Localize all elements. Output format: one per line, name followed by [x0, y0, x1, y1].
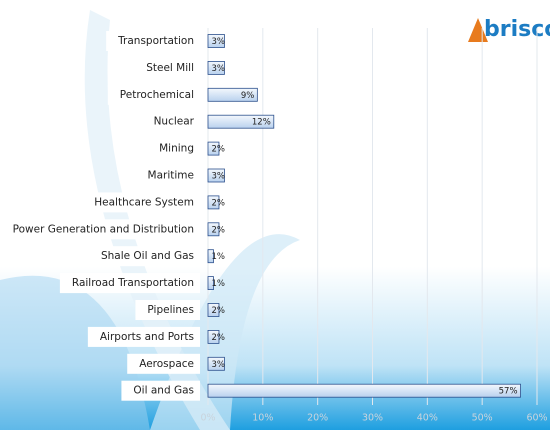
data-label: 2%: [212, 225, 226, 235]
data-label: 1%: [212, 279, 226, 289]
logo: brisco: [484, 17, 550, 42]
data-label: 3%: [212, 64, 226, 74]
data-label: 57%: [499, 387, 518, 397]
y-tick-label: Transportation: [117, 35, 194, 47]
y-tick-label: Healthcare System: [94, 196, 194, 208]
y-tick-label: Airports and Ports: [100, 331, 194, 343]
y-tick-label: Power Generation and Distribution: [13, 223, 194, 235]
x-tick-label: 30%: [362, 413, 383, 424]
y-tick-label: Oil and Gas: [133, 385, 194, 397]
bar: [208, 384, 521, 397]
y-tick-label: Shale Oil and Gas: [101, 250, 194, 262]
x-tick-label: 50%: [472, 413, 493, 424]
data-label: 9%: [241, 91, 255, 101]
y-tick-label: Maritime: [148, 170, 194, 182]
y-tick-label: Railroad Transportation: [72, 277, 194, 289]
y-tick-label: Steel Mill: [146, 62, 194, 74]
x-tick-label: 40%: [417, 413, 438, 424]
data-label: 2%: [212, 198, 226, 208]
data-label: 3%: [212, 360, 226, 370]
data-label: 2%: [212, 145, 226, 155]
y-tick-label: Nuclear: [154, 116, 195, 128]
data-label: 3%: [212, 37, 226, 47]
y-tick-label: Mining: [159, 143, 194, 155]
x-tick-label: 10%: [252, 413, 273, 424]
data-label: 3%: [212, 172, 226, 182]
x-tick-label: 20%: [307, 413, 328, 424]
data-label: 1%: [212, 252, 226, 262]
x-tick-label: 60%: [526, 413, 547, 424]
y-tick-label: Pipelines: [147, 304, 194, 316]
y-tick-label: Aerospace: [139, 358, 194, 370]
x-tick-label: 0%: [200, 413, 215, 424]
y-tick-label: Petrochemical: [120, 89, 194, 101]
data-label: 12%: [252, 118, 271, 128]
data-label: 2%: [212, 306, 226, 316]
chart: brisco 0% 10% 20% 30% 40% 50% 60% Transportatio…: [0, 0, 550, 430]
data-label: 2%: [212, 333, 226, 343]
